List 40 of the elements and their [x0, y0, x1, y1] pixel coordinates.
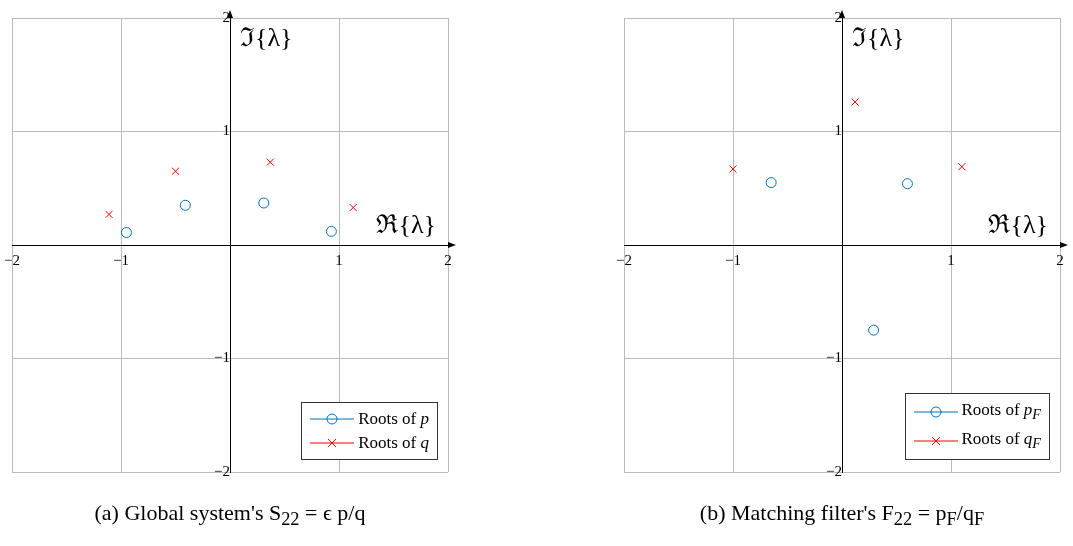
point — [179, 199, 191, 211]
point — [851, 97, 860, 107]
point — [868, 324, 880, 336]
legend-label: Roots of q$_{F}$ — [961, 427, 1041, 453]
legend-label: Roots of q — [358, 432, 429, 454]
y-axis-title: ℑ{λ} — [240, 22, 293, 52]
point — [765, 177, 777, 189]
x-tick-label: 2 — [444, 251, 452, 268]
y-tick-label: 2 — [222, 8, 230, 25]
text: (a) Global system's S$_{22}$ = ϵ p/q — [93, 500, 367, 531]
point — [325, 225, 337, 237]
x-tick-label: −1 — [113, 251, 129, 268]
x-tick-label: −2 — [4, 251, 20, 268]
y-tick-label: 1 — [834, 122, 842, 139]
y-tick-label: −2 — [826, 462, 842, 479]
x-tick-label: 1 — [335, 251, 343, 268]
y-tick-label: 2 — [834, 8, 842, 25]
y-tick-label: −1 — [214, 349, 230, 366]
point — [349, 203, 358, 212]
point — [171, 167, 180, 176]
y-tick-label: −2 — [214, 462, 230, 479]
y-tick-label: −1 — [826, 349, 842, 366]
x-tick-label: 1 — [947, 251, 955, 268]
legend-label: Roots of p$_{F}$ — [961, 399, 1041, 425]
x-tick-label: −1 — [725, 251, 741, 268]
point — [728, 164, 738, 173]
point — [901, 178, 913, 190]
point — [957, 162, 966, 171]
point — [104, 210, 114, 219]
point — [266, 158, 275, 167]
y-tick-label: 1 — [222, 122, 230, 139]
legend-label: Roots of p — [358, 408, 429, 430]
x-axis-title: ℜ{λ} — [376, 209, 436, 239]
point — [258, 197, 270, 209]
x-tick-label: 2 — [1056, 251, 1064, 268]
point — [120, 227, 132, 239]
x-tick-label: −2 — [616, 251, 632, 268]
x-axis-title: ℜ{λ} — [988, 209, 1048, 239]
y-axis-title: ℑ{λ} — [852, 22, 905, 52]
text: (b) Matching filter's F$_{22}$ = p$_{F}$/q$_{F}$ — [698, 500, 986, 531]
